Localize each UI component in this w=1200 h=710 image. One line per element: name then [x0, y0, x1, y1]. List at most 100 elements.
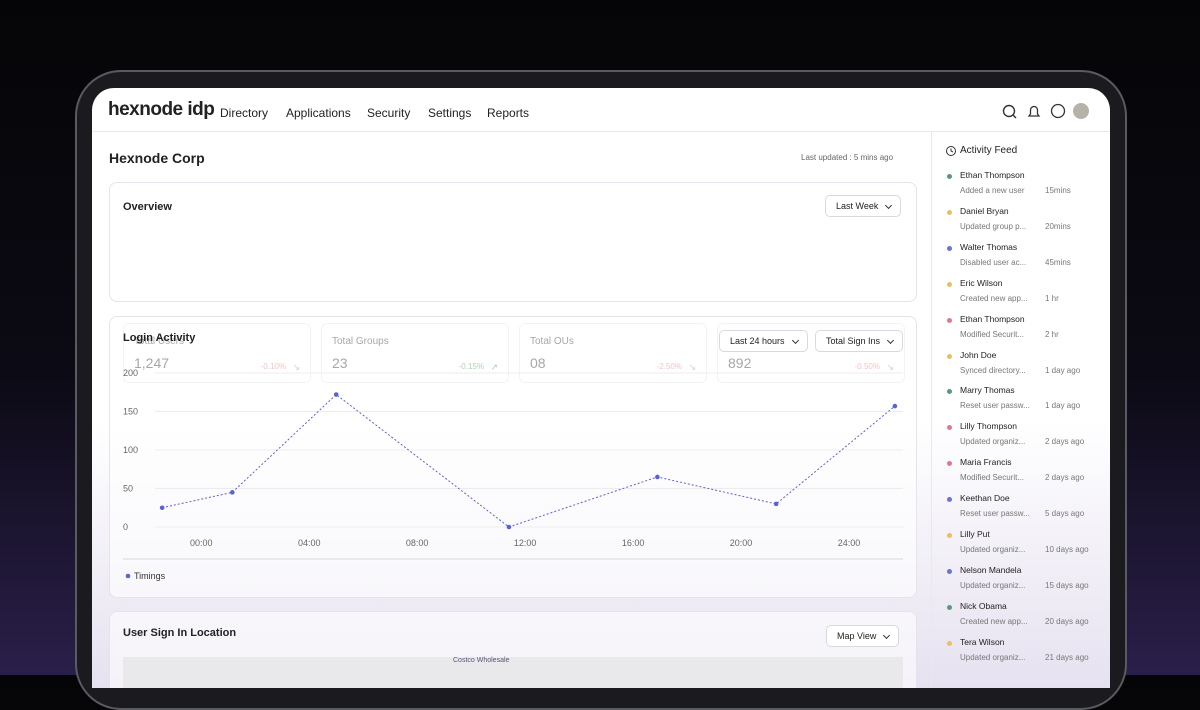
chart: 0 50 100 150 200 00:00 04:00 08:00 12:00 16:00 20:… — [123, 368, 903, 581]
page-title: Hexnode Corp — [109, 150, 205, 166]
feed-name: Nelson Mandela — [960, 564, 1022, 575]
chart-title: Login Activity — [123, 332, 196, 344]
nav-item[interactable]: Settings — [428, 106, 472, 120]
location-title: User Sign In Location — [123, 627, 237, 639]
point — [506, 524, 512, 530]
x-tick-label: 04:00 — [298, 538, 321, 548]
feed-action: Reset user passw... — [960, 401, 1030, 411]
feed-name: Nick Obama — [960, 600, 1007, 611]
feed-dot — [947, 497, 952, 503]
feed-name: Daniel Bryan — [960, 205, 1009, 216]
feed-name: Lilly Put — [960, 529, 990, 539]
legend-marker — [125, 573, 131, 579]
feed-action: Synced directory... — [960, 365, 1026, 375]
feed-name: Eric Wilson — [960, 277, 1003, 288]
feed-action: Created new app... — [960, 616, 1028, 626]
feed-dot — [947, 425, 952, 431]
feed-time: 21 days ago — [1045, 652, 1089, 662]
feed-name: Ethan Thompson — [960, 170, 1025, 180]
feed-name: John Doe — [960, 349, 997, 360]
feed-dot — [947, 461, 952, 467]
feed-time: 10 days ago — [1045, 545, 1089, 554]
feed-dot — [947, 317, 952, 323]
feed-action: Updated organiz... — [960, 580, 1026, 590]
point — [892, 403, 898, 409]
feed-dot — [947, 174, 952, 179]
feed-action: Reset user passw... — [960, 509, 1030, 519]
feed-name: Keethan Doe — [960, 493, 1010, 504]
point — [333, 392, 339, 397]
y-tick-label: 100 — [123, 445, 138, 455]
feed-action: Updated organiz... — [960, 437, 1026, 447]
x-tick-label: 24:00 — [838, 538, 861, 548]
overview-title: Overview — [123, 201, 172, 213]
last-updated: Last updated : 5 mins ago — [801, 153, 894, 162]
y-tick-label: 200 — [123, 368, 138, 378]
time-filter[interactable]: Last 24 hours — [719, 330, 808, 352]
x-tick-label: 20:00 — [730, 538, 753, 548]
feed-action: Updated organiz... — [960, 545, 1026, 554]
point — [230, 490, 235, 495]
feed-time: 1 day ago — [1045, 401, 1081, 411]
legend-label: Timings — [134, 571, 166, 581]
x-tick-label: 12:00 — [514, 538, 537, 548]
feed-time: 45mins — [1045, 257, 1071, 267]
header-icons[interactable] — [1000, 102, 1095, 122]
feed-name: Tera Wilson — [960, 636, 1005, 647]
point — [773, 501, 779, 507]
point — [655, 474, 660, 480]
feed-name: Lilly Thompson — [960, 421, 1018, 432]
feed-time: 5 days ago — [1045, 509, 1085, 519]
feed-name: Walter Thomas — [960, 241, 1018, 252]
feed-name: Maria Francis — [960, 457, 1012, 468]
feed-action: Updated organiz... — [960, 652, 1026, 662]
history-icon — [946, 146, 956, 156]
y-tick-label: 0 — [123, 522, 128, 532]
login-panel: Login Activity Last 24 hours Total Sign … — [109, 316, 917, 598]
feed-time: 2 days ago — [1045, 437, 1085, 447]
nav-item[interactable]: Reports — [487, 106, 530, 120]
feed-dot — [947, 353, 952, 359]
feed-title: Activity Feed — [960, 145, 1018, 156]
page: hexnode idp Directory Applications Secur… — [0, 0, 1200, 675]
feed-time: 20 days ago — [1045, 616, 1089, 626]
line — [162, 393, 896, 528]
feed-action: Added a new user — [960, 186, 1025, 195]
overview-filter[interactable]: Last Week — [825, 195, 902, 217]
feed-action: Modified Securit... — [960, 329, 1025, 339]
feed-time: 1 hr — [1045, 293, 1059, 303]
sidebar-divider — [931, 132, 932, 688]
y-tick-label: 150 — [123, 407, 138, 417]
logo: hexnode idp — [108, 99, 215, 120]
feed-dot — [947, 568, 952, 574]
feed-time: 1 day ago — [1045, 365, 1081, 375]
feed-dot — [947, 245, 952, 251]
screen: hexnode idp Directory Applications Secur… — [92, 88, 1110, 688]
feed-time: 2 days ago — [1045, 473, 1085, 483]
feed-action: Created new app... — [960, 293, 1028, 303]
nav-item[interactable]: Security — [367, 106, 411, 120]
feed-dot — [947, 640, 952, 646]
map-filter[interactable]: Map View — [826, 625, 900, 647]
feed-action: Disabled user ac... — [960, 257, 1027, 267]
nav-item[interactable]: Applications — [286, 106, 351, 120]
feed-dot — [947, 533, 952, 538]
feed-dot — [947, 281, 952, 287]
feed-time: 2 hr — [1045, 329, 1059, 339]
x-tick-label: 00:00 — [190, 538, 213, 548]
nav-item[interactable]: Directory — [220, 106, 269, 120]
metric-filter[interactable]: Total Sign Ins — [815, 330, 904, 352]
feed-action: Updated group p... — [960, 221, 1027, 231]
header-divider — [92, 131, 1110, 132]
feed-time: 20mins — [1045, 221, 1071, 231]
feed-name: Ethan Thompson — [960, 313, 1025, 324]
feed-time: 15mins — [1045, 186, 1071, 195]
x-tick-label: 08:00 — [406, 538, 429, 548]
y-tick-label: 50 — [123, 484, 133, 494]
feed-time: 15 days ago — [1045, 580, 1089, 590]
feed-dot — [947, 209, 952, 215]
feed-dot — [947, 604, 952, 610]
feed-action: Modified Securit... — [960, 473, 1025, 483]
feed-dot — [947, 389, 952, 395]
map-label: Costco Wholesale — [453, 657, 510, 664]
